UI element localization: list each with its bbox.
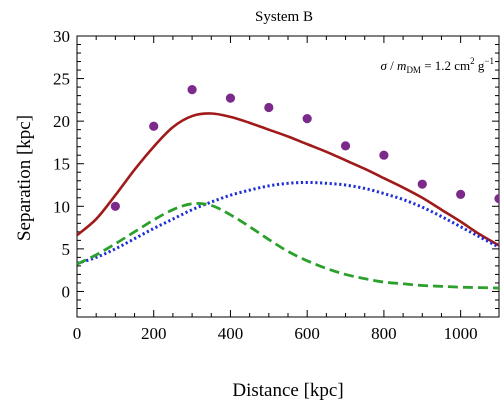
y-tick-label: 25: [53, 70, 70, 89]
annotation-g-exp: −1: [484, 56, 494, 66]
annotation-m: m: [397, 58, 406, 73]
data-point: [264, 102, 274, 113]
data-point: [225, 93, 236, 103]
x-tick-label: 600: [294, 324, 320, 343]
y-tick-label: 15: [53, 155, 70, 174]
axis-ticks: [76, 35, 500, 318]
annotation-value: = 1.2 cm: [421, 58, 470, 73]
y-tick-label: 5: [62, 240, 71, 259]
annotation-cm-exp: 2: [470, 56, 475, 66]
annotation-slash: /: [387, 58, 397, 73]
y-tick-label: 10: [53, 197, 70, 216]
data-point: [187, 85, 197, 95]
y-tick-label: 0: [62, 282, 71, 301]
data-point: [379, 150, 389, 160]
data-point: [302, 113, 312, 124]
x-tick-label: 1000: [444, 324, 478, 343]
chart-title: System B: [255, 9, 313, 25]
plot-frame: [76, 35, 500, 318]
cross-section-annotation: σ / mDM = 1.2 cm2 g−1: [381, 56, 495, 75]
annotation-sigma: σ: [381, 58, 388, 73]
tick-labels: 0 200 400 600 800 1000 0 5 10 15 20 25 30: [53, 27, 478, 343]
series-layer: [77, 85, 499, 290]
annotation-m-sub: DM: [406, 65, 421, 75]
data-point: [417, 179, 427, 189]
data-point: [494, 194, 499, 204]
data-point: [456, 189, 466, 199]
x-axis-title: Distance [kpc]: [232, 380, 343, 401]
x-tick-label: 0: [73, 324, 82, 343]
series-line-solid: [77, 112, 499, 247]
y-tick-label: 30: [53, 27, 70, 46]
x-tick-label: 800: [371, 324, 397, 343]
annotation-g: g: [475, 58, 485, 73]
y-axis-title: Separation [kpc]: [14, 115, 35, 241]
data-point: [149, 121, 159, 131]
x-tick-label: 400: [218, 324, 244, 343]
y-tick-label: 20: [53, 112, 70, 131]
x-tick-label: 200: [141, 324, 167, 343]
data-point: [340, 141, 351, 151]
series-line-dotted: [77, 180, 499, 265]
series-line-dashed: [77, 202, 499, 290]
data-point: [110, 201, 120, 211]
